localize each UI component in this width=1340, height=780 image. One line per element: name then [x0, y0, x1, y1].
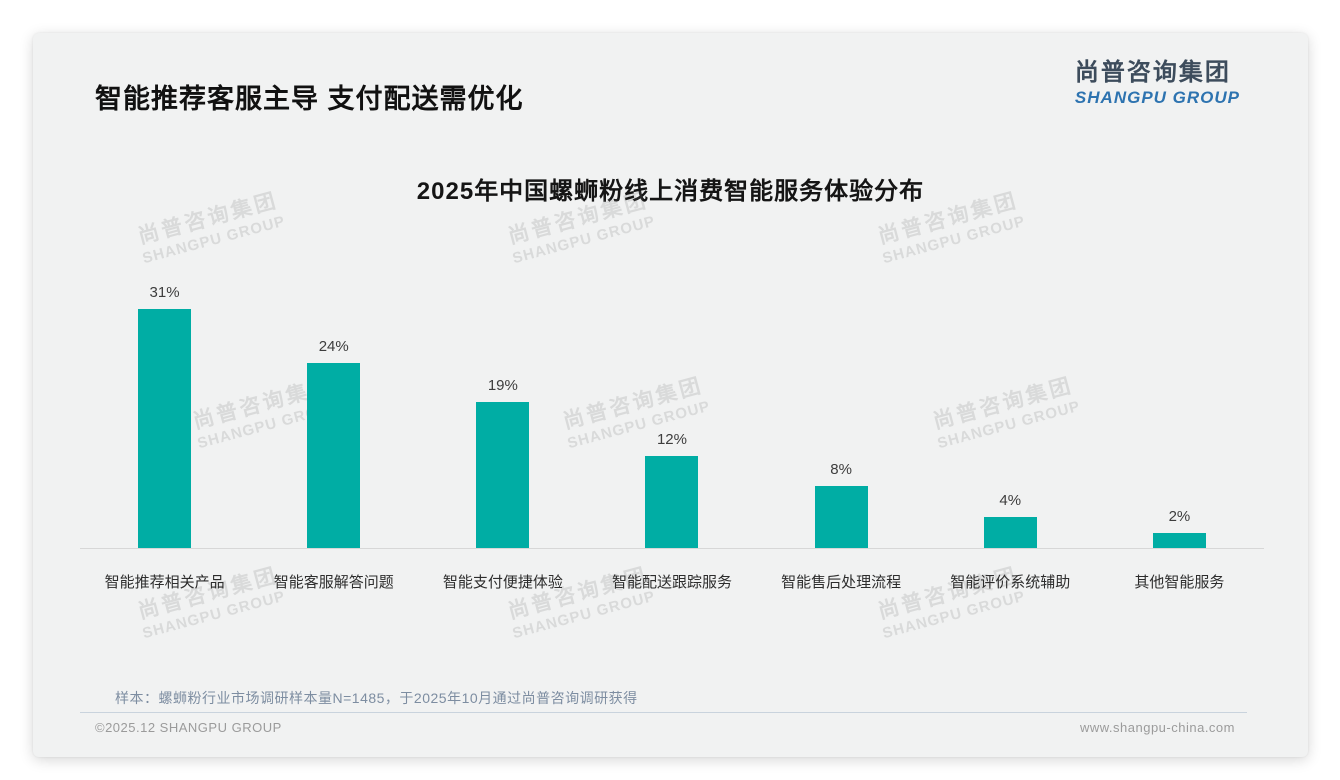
bar-column: 19%	[418, 377, 587, 548]
watermark: 尚普咨询集团 SHANGPU GROUP	[122, 556, 298, 645]
watermark-english-text: SHANGPU GROUP	[880, 212, 1028, 268]
watermark-english-text: SHANGPU GROUP	[510, 587, 658, 643]
category-label: 其他智能服务	[1134, 574, 1225, 591]
bar-column: 31%	[80, 284, 249, 548]
bar-column: 12%	[587, 431, 756, 548]
watermark-chinese-text: 尚普咨询集团	[505, 563, 651, 624]
watermark-chinese-text: 尚普咨询集团	[135, 563, 281, 624]
bar-column: 8%	[757, 461, 926, 548]
bar	[307, 363, 361, 548]
watermark-english-text: SHANGPU GROUP	[510, 212, 658, 268]
watermark-english-text: SHANGPU GROUP	[140, 587, 288, 643]
bar	[138, 309, 192, 548]
category-label: 智能售后处理流程	[781, 574, 902, 591]
bar	[645, 456, 699, 548]
category-label: 智能评价系统辅助	[950, 574, 1071, 591]
page-title: 智能推荐客服主导 支付配送需优化	[95, 84, 524, 114]
category-label: 智能配送跟踪服务	[611, 574, 732, 591]
bar	[1152, 533, 1206, 548]
watermark-chinese-text: 尚普咨询集团	[875, 563, 1021, 624]
sample-note: 样本：螺蛳粉行业市场调研样本量N=1485，于2025年10月通过尚普咨询调研获…	[115, 690, 638, 706]
bar-column: 24%	[249, 338, 418, 548]
bar-chart-plot-area: 31% 24% 19% 12% 8% 4% 2%	[80, 268, 1264, 548]
website-url: www.shangpu-china.com	[1079, 720, 1235, 735]
bar	[476, 402, 530, 548]
x-axis-line	[80, 548, 1264, 549]
footer-divider	[80, 712, 1247, 713]
category-label: 智能支付便捷体验	[442, 574, 563, 591]
category-label: 智能推荐相关产品	[104, 574, 225, 591]
copyright-text: ©2025.12 SHANGPU GROUP	[95, 720, 282, 735]
category-label: 智能客服解答问题	[273, 574, 394, 591]
slide-card: 智能推荐客服主导 支付配送需优化 尚普咨询集团 SHANGPU GROUP 20…	[33, 33, 1308, 757]
bar-value-label: 19%	[487, 377, 518, 394]
bar-value-label: 12%	[656, 431, 687, 448]
bar-value-label: 4%	[999, 492, 1022, 509]
bar-column: 2%	[1095, 508, 1264, 548]
watermark-english-text: SHANGPU GROUP	[140, 212, 288, 268]
logo-english-name: SHANGPU GROUP	[1074, 87, 1240, 107]
company-logo: 尚普咨询集团 SHANGPU GROUP	[1075, 59, 1240, 108]
chart-title: 2025年中国螺蛳粉线上消费智能服务体验分布	[416, 178, 925, 205]
bar-value-label: 8%	[830, 461, 852, 478]
bar-value-label: 2%	[1168, 508, 1191, 525]
bar-value-label: 31%	[149, 284, 180, 301]
x-axis-labels: 智能推荐相关产品 智能客服解答问题 智能支付便捷体验 智能配送跟踪服务 智能售后处理流程…	[80, 571, 1264, 592]
bar	[814, 486, 868, 548]
bar-value-label: 24%	[318, 338, 349, 355]
watermark: 尚普咨询集团 SHANGPU GROUP	[862, 556, 1038, 645]
watermark: 尚普咨询集团 SHANGPU GROUP	[492, 556, 668, 645]
logo-chinese-name: 尚普咨询集团	[1074, 59, 1231, 86]
bar	[983, 517, 1037, 548]
watermark-english-text: SHANGPU GROUP	[880, 587, 1028, 643]
bar-column: 4%	[926, 492, 1095, 548]
